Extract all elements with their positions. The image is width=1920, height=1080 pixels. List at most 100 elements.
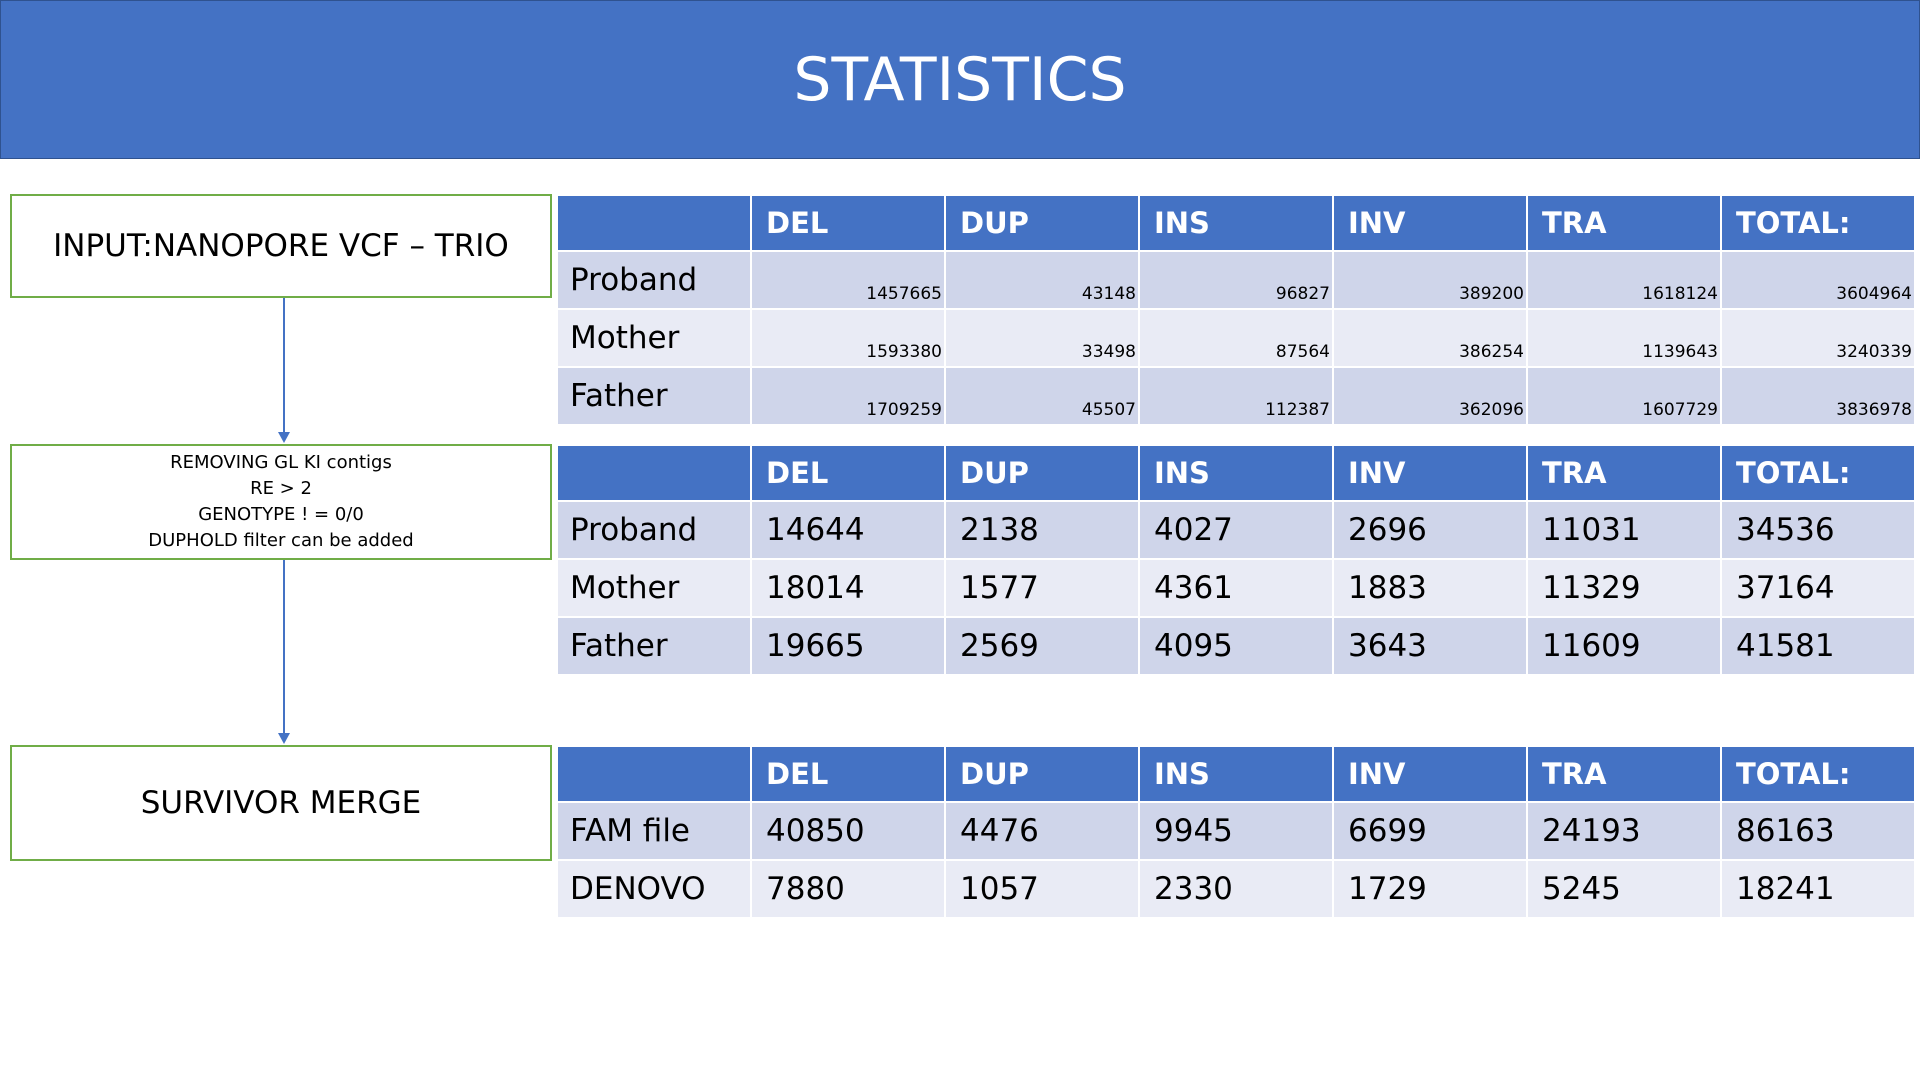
table-cell: 40850 (750, 801, 946, 861)
table-cell: 24193 (1526, 801, 1722, 861)
table-cell: 96827 (1138, 250, 1334, 310)
table-cell: 3836978 (1720, 366, 1916, 426)
table-cell: 45507 (944, 366, 1140, 426)
arrow-connector-1 (283, 298, 285, 432)
table-cell: 18014 (750, 558, 946, 618)
column-header (556, 444, 752, 502)
table-cell: 1607729 (1526, 366, 1722, 426)
column-header: TOTAL: (1720, 745, 1916, 803)
table-cell: 6699 (1332, 801, 1528, 861)
column-header: DUP (944, 194, 1140, 252)
column-header (556, 194, 752, 252)
table-cell: 7880 (750, 859, 946, 919)
column-header: INV (1332, 745, 1528, 803)
column-header (556, 745, 752, 803)
input-label: INPUT:NANOPORE VCF – TRIO (53, 228, 509, 264)
merge-counts-table: DEL DUP INS INV TRA TOTAL: FAM file 4085… (556, 745, 1916, 919)
table-cell: 1139643 (1526, 308, 1722, 368)
filter-line: GENOTYPE ! = 0/0 (198, 504, 364, 525)
column-header: TOTAL: (1720, 444, 1916, 502)
table-cell: 87564 (1138, 308, 1334, 368)
column-header: TRA (1526, 745, 1722, 803)
table-cell: 1577 (944, 558, 1140, 618)
arrow-connector-2 (283, 560, 285, 733)
arrow-head-2 (278, 733, 290, 744)
column-header: INV (1332, 194, 1528, 252)
table-cell: 1709259 (750, 366, 946, 426)
column-header: DEL (750, 745, 946, 803)
arrow-head-1 (278, 432, 290, 443)
table-cell: 11609 (1526, 616, 1722, 676)
filter-line: DUPHOLD filter can be added (148, 530, 414, 551)
table-row: FAM file 40850 4476 9945 6699 24193 8616… (556, 801, 1916, 861)
row-label: Mother (556, 558, 752, 618)
column-header: TOTAL: (1720, 194, 1916, 252)
row-label: Proband (556, 500, 752, 560)
table-cell: 1883 (1332, 558, 1528, 618)
table-cell: 2138 (944, 500, 1140, 560)
merge-label: SURVIVOR MERGE (140, 785, 422, 821)
table-cell: 2696 (1332, 500, 1528, 560)
filtered-counts-table: DEL DUP INS INV TRA TOTAL: Proband 14644… (556, 444, 1916, 676)
table-cell: 4476 (944, 801, 1140, 861)
table-cell: 41581 (1720, 616, 1916, 676)
table-cell: 1618124 (1526, 250, 1722, 310)
table-cell: 389200 (1332, 250, 1528, 310)
column-header: INV (1332, 444, 1528, 502)
column-header: TRA (1526, 444, 1722, 502)
row-label: DENOVO (556, 859, 752, 919)
column-header: DUP (944, 745, 1140, 803)
table-row: Father 1709259 45507 112387 362096 16077… (556, 366, 1916, 426)
table-cell: 3604964 (1720, 250, 1916, 310)
table-cell: 33498 (944, 308, 1140, 368)
table-row: Mother 18014 1577 4361 1883 11329 37164 (556, 558, 1916, 618)
column-header: DEL (750, 194, 946, 252)
table-row: Proband 14644 2138 4027 2696 11031 34536 (556, 500, 1916, 560)
table-row: DENOVO 7880 1057 2330 1729 5245 18241 (556, 859, 1916, 919)
column-header: DEL (750, 444, 946, 502)
column-header: INS (1138, 745, 1334, 803)
table-cell: 3240339 (1720, 308, 1916, 368)
table-cell: 1457665 (750, 250, 946, 310)
column-header: TRA (1526, 194, 1722, 252)
table-cell: 362096 (1332, 366, 1528, 426)
table-cell: 4095 (1138, 616, 1334, 676)
table-cell: 1729 (1332, 859, 1528, 919)
table-cell: 4027 (1138, 500, 1334, 560)
row-label: Father (556, 366, 752, 426)
merge-box: SURVIVOR MERGE (10, 745, 552, 861)
input-box: INPUT:NANOPORE VCF – TRIO (10, 194, 552, 298)
table-cell: 19665 (750, 616, 946, 676)
row-label: Father (556, 616, 752, 676)
filter-line: REMOVING GL KI contigs (170, 452, 392, 473)
table-cell: 1057 (944, 859, 1140, 919)
table-cell: 86163 (1720, 801, 1916, 861)
row-label: Proband (556, 250, 752, 310)
table-cell: 11031 (1526, 500, 1722, 560)
table-cell: 4361 (1138, 558, 1334, 618)
column-header: INS (1138, 194, 1334, 252)
title-banner: STATISTICS (0, 0, 1920, 159)
table-cell: 5245 (1526, 859, 1722, 919)
table-cell: 2330 (1138, 859, 1334, 919)
column-header: INS (1138, 444, 1334, 502)
row-label: FAM file (556, 801, 752, 861)
table-cell: 1593380 (750, 308, 946, 368)
table-cell: 18241 (1720, 859, 1916, 919)
table-header-row: DEL DUP INS INV TRA TOTAL: (556, 194, 1916, 252)
table-cell: 9945 (1138, 801, 1334, 861)
table-cell: 11329 (1526, 558, 1722, 618)
table-cell: 386254 (1332, 308, 1528, 368)
filter-box: REMOVING GL KI contigs RE > 2 GENOTYPE !… (10, 444, 552, 560)
table-row: Father 19665 2569 4095 3643 11609 41581 (556, 616, 1916, 676)
table-cell: 34536 (1720, 500, 1916, 560)
table-cell: 3643 (1332, 616, 1528, 676)
filter-line: RE > 2 (250, 478, 312, 499)
column-header: DUP (944, 444, 1140, 502)
raw-counts-table: DEL DUP INS INV TRA TOTAL: Proband 14576… (556, 194, 1916, 426)
table-cell: 37164 (1720, 558, 1916, 618)
table-header-row: DEL DUP INS INV TRA TOTAL: (556, 444, 1916, 502)
page-title: STATISTICS (793, 44, 1127, 115)
table-cell: 112387 (1138, 366, 1334, 426)
table-cell: 2569 (944, 616, 1140, 676)
